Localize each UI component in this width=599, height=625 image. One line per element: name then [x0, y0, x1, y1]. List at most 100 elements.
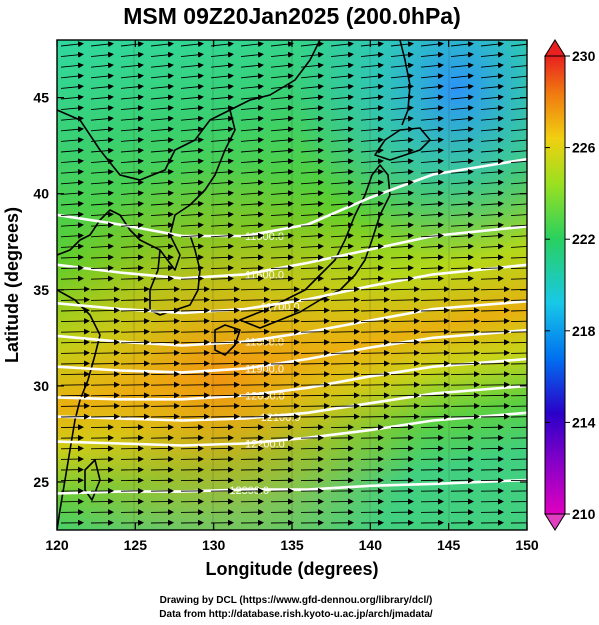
wind-arrow [240, 264, 264, 271]
wind-arrow [390, 381, 420, 388]
wind-arrow [420, 275, 444, 282]
wind-arrow [90, 83, 114, 90]
wind-arrow [300, 168, 324, 175]
wind-arrow [270, 381, 300, 388]
wind-arrow [450, 73, 474, 80]
wind-arrow [120, 381, 150, 388]
wind-arrow [120, 232, 144, 239]
wind-arrow [480, 349, 510, 356]
wind-arrow [120, 360, 150, 367]
wind-arrow [450, 402, 480, 409]
wind-arrow [270, 413, 300, 420]
wind-arrow [60, 349, 90, 356]
credit-data-source: Data from http://database.rish.kyoto-u.a… [159, 609, 433, 620]
wind-arrow [390, 158, 414, 165]
wind-arrow [330, 41, 354, 48]
wind-arrow [390, 328, 420, 335]
wind-arrow [300, 136, 324, 143]
wind-arrow [360, 413, 390, 420]
wind-arrow [150, 413, 180, 420]
wind-arrow [240, 158, 264, 165]
wind-arrow [120, 41, 144, 48]
wind-arrow [120, 190, 144, 197]
wind-arrow [420, 371, 450, 378]
wind-arrow [450, 413, 480, 420]
wind-arrow [330, 339, 360, 346]
wind-arrow [450, 307, 480, 314]
wind-arrow [240, 318, 270, 325]
wind-arrow [150, 136, 174, 143]
wind-arrow [60, 83, 84, 90]
wind-arrow [240, 190, 264, 197]
wind-arrow [120, 73, 144, 80]
wind-arrow [360, 392, 390, 399]
wind-arrow [90, 402, 120, 409]
wind-arrow [390, 41, 414, 48]
wind-arrow [510, 246, 527, 248]
wind-arrow [60, 179, 84, 186]
wind-arrow [480, 371, 510, 378]
wind-arrow [60, 243, 84, 250]
wind-arrow [360, 328, 390, 335]
wind-arrow [150, 349, 180, 356]
coastline-taiwan [84, 459, 101, 501]
wind-arrow [510, 341, 527, 344]
wind-arrow [360, 211, 384, 218]
wind-arrow [390, 51, 414, 58]
wind-arrow [150, 62, 174, 69]
wind-arrow [180, 392, 210, 399]
wind-arrow [270, 232, 294, 239]
wind-arrow [300, 413, 330, 420]
wind-arrow [150, 243, 174, 250]
wind-arrow [300, 115, 324, 122]
wind-arrow [360, 41, 384, 48]
wind-arrow [510, 43, 527, 47]
wind-arrow [360, 254, 384, 261]
wind-arrow [90, 286, 120, 293]
wind-arrow [180, 360, 210, 367]
wind-arrow [300, 307, 330, 314]
wind-arrow [180, 318, 210, 325]
wind-arrow [120, 115, 144, 122]
wind-arrow [330, 254, 354, 261]
wind-arrow [300, 211, 324, 218]
wind-arrow [120, 179, 144, 186]
wind-arrow [270, 264, 294, 271]
wind-arrow [240, 286, 270, 293]
wind-arrow [210, 275, 234, 282]
wind-arrow [60, 328, 90, 335]
wind-arrow [210, 286, 240, 293]
wind-arrow [330, 307, 360, 314]
wind-arrow [120, 339, 150, 346]
wind-arrow [450, 360, 480, 367]
wind-arrow [90, 371, 120, 378]
wind-arrow [270, 254, 294, 261]
wind-arrow [60, 147, 84, 154]
wind-arrow [120, 286, 150, 293]
wind-arrow [300, 254, 324, 261]
wind-arrow [510, 310, 527, 312]
wind-arrow [420, 328, 450, 335]
wind-arrow [300, 62, 324, 69]
wind-arrow [90, 94, 114, 101]
wind-arrow [90, 307, 120, 314]
wind-arrow [360, 232, 384, 239]
wind-arrow [450, 232, 474, 239]
wind-arrow [360, 307, 390, 314]
wind-arrow [90, 360, 120, 367]
wind-arrow [390, 136, 414, 143]
y-tick-label: 25 [33, 474, 49, 490]
wind-arrow [450, 211, 474, 218]
wind-arrow [480, 136, 504, 143]
wind-arrow [420, 51, 444, 58]
wind-arrow [510, 128, 527, 132]
wind-arrow [450, 41, 474, 48]
wind-arrow [480, 168, 504, 175]
wind-arrow [450, 190, 474, 197]
wind-arrow [480, 179, 504, 186]
wind-arrow [420, 190, 444, 197]
wind-arrow [420, 200, 444, 207]
wind-arrow [150, 371, 180, 378]
wind-arrow [60, 360, 90, 367]
